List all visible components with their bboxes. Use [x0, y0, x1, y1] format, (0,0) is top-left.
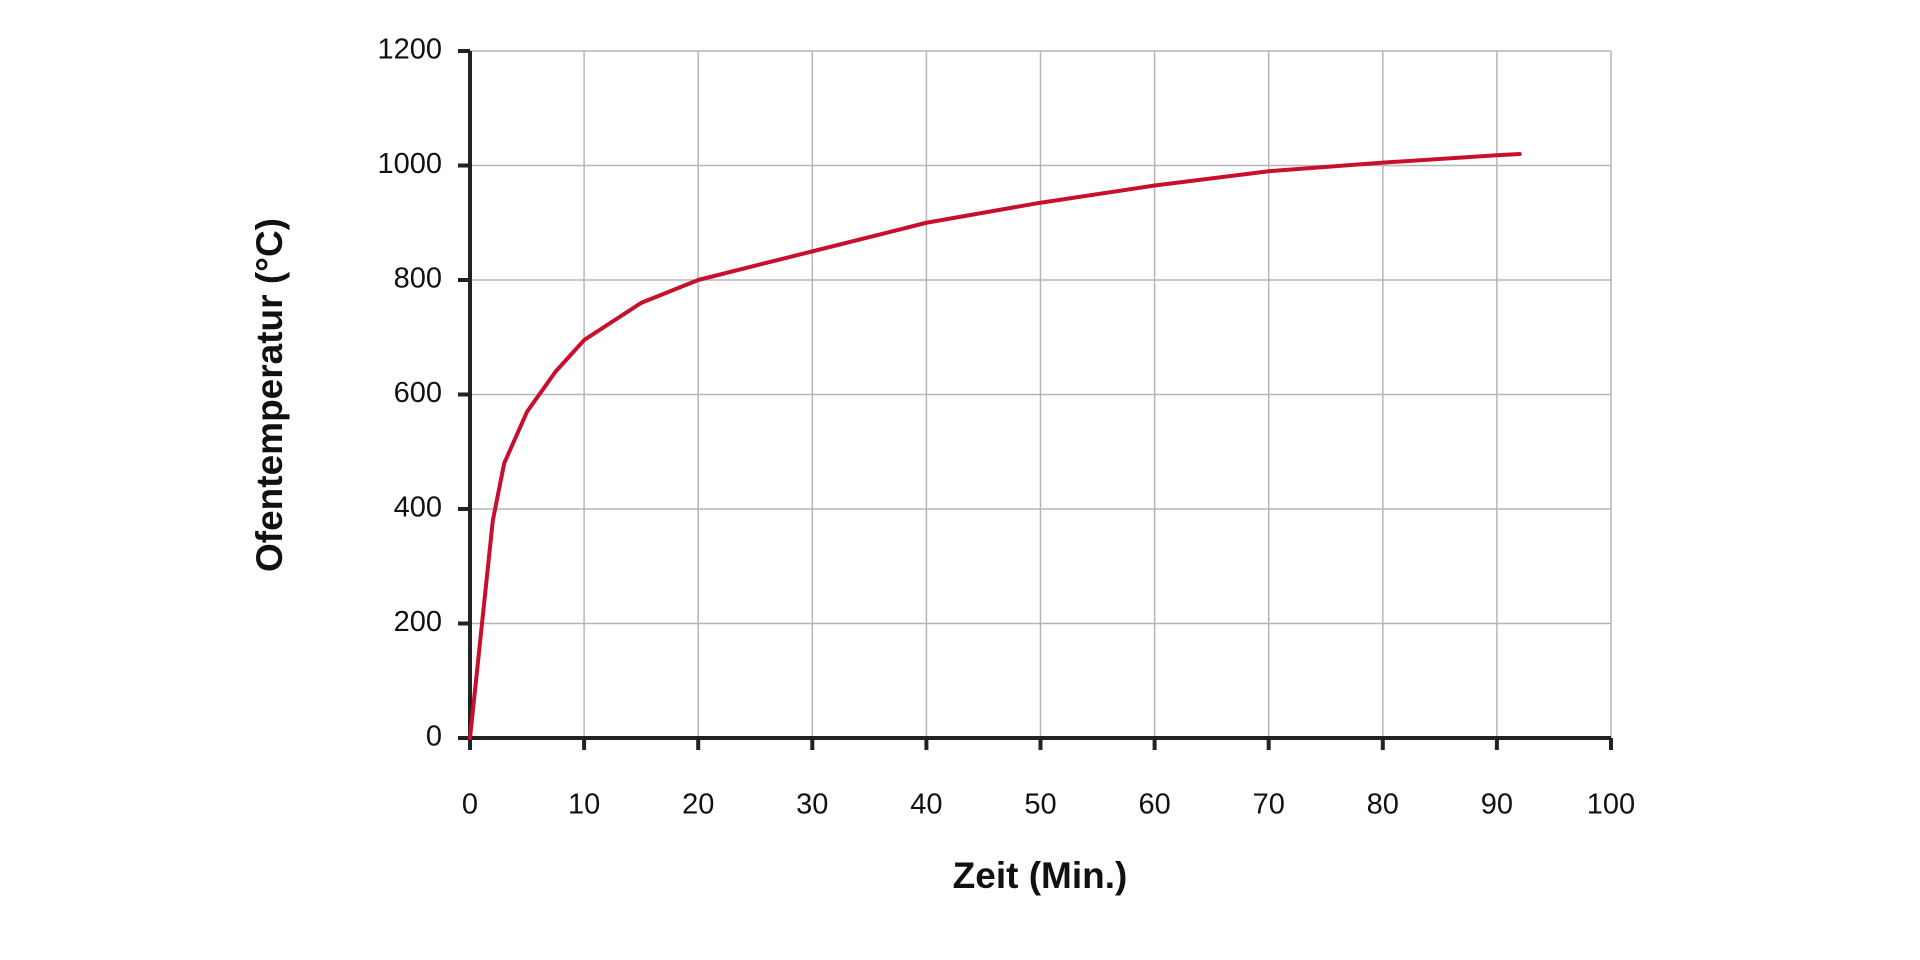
- y-tick-label: 1000: [377, 148, 442, 180]
- x-tick-label: 50: [1024, 789, 1056, 821]
- y-tick-label: 0: [426, 721, 442, 753]
- y-tick-label: 200: [394, 606, 442, 638]
- y-axis-label: Ofentemperatur (°C): [249, 218, 290, 572]
- x-tick-label: 100: [1587, 789, 1635, 821]
- x-tick-label: 60: [1138, 789, 1170, 821]
- x-tick-label: 30: [796, 789, 828, 821]
- x-tick-label: 90: [1481, 789, 1513, 821]
- x-tick-label: 0: [462, 789, 478, 821]
- y-tick-label: 600: [394, 377, 442, 409]
- x-tick-label: 70: [1253, 789, 1285, 821]
- y-tick-label: 1200: [377, 34, 442, 66]
- x-tick-label: 20: [682, 789, 714, 821]
- x-tick-label: 10: [568, 789, 600, 821]
- series-line: [468, 152, 1522, 740]
- x-axis-label: Zeit (Min.): [953, 855, 1128, 896]
- y-tick-label: 400: [394, 492, 442, 524]
- y-tick-label: 800: [394, 263, 442, 295]
- x-tick-label: 80: [1367, 789, 1399, 821]
- x-tick-label: 40: [910, 789, 942, 821]
